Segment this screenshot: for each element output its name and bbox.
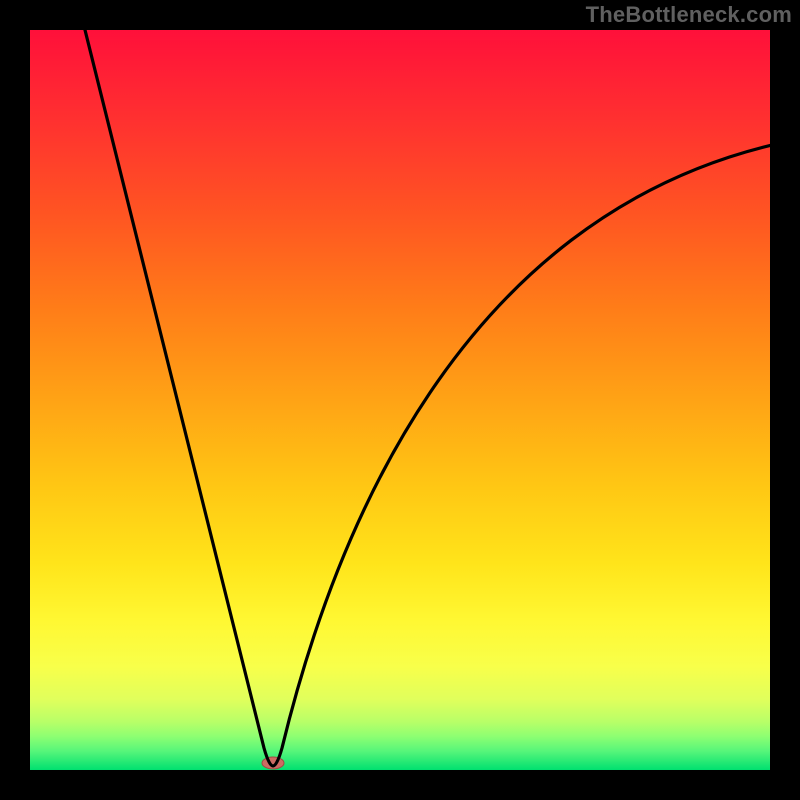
watermark-text: TheBottleneck.com	[586, 2, 792, 28]
chart-frame: TheBottleneck.com	[0, 0, 800, 800]
gradient-background	[30, 30, 770, 770]
bottleneck-plot	[30, 30, 770, 770]
